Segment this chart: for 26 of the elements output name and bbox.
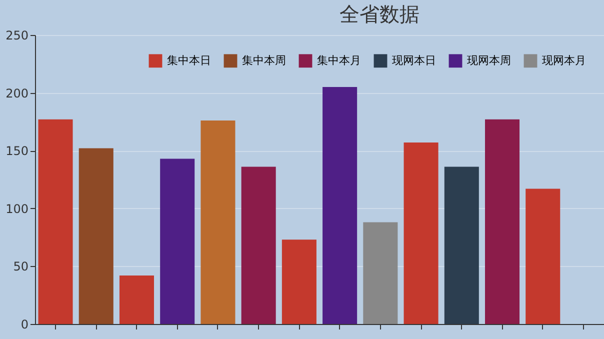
y-tick-label: 0	[20, 318, 28, 332]
y-tick-label: 150	[6, 144, 28, 158]
legend-label: 现网本月	[542, 54, 586, 67]
legend-label: 集中本日	[167, 54, 211, 67]
legend-label: 集中本月	[317, 54, 361, 67]
bar	[160, 158, 195, 324]
legend-label: 集中本周	[242, 54, 286, 67]
bar	[526, 188, 560, 324]
bar	[444, 166, 479, 324]
bar	[322, 87, 358, 324]
bar	[38, 119, 73, 324]
y-tick-label: 50	[13, 260, 28, 274]
bar	[282, 240, 316, 324]
bar	[485, 119, 520, 324]
legend-label: 现网本日	[392, 54, 436, 67]
legend-label: 现网本周	[467, 54, 511, 67]
y-tick-label: 200	[6, 86, 28, 100]
y-tick-label: 100	[6, 202, 28, 216]
bar	[119, 275, 154, 324]
bar	[404, 142, 438, 324]
bar	[200, 120, 236, 324]
bar	[363, 222, 398, 324]
y-tick-label: 250	[6, 28, 28, 42]
bar	[241, 166, 276, 324]
bar	[78, 148, 114, 324]
chart-title: 全省数据	[340, 2, 420, 26]
